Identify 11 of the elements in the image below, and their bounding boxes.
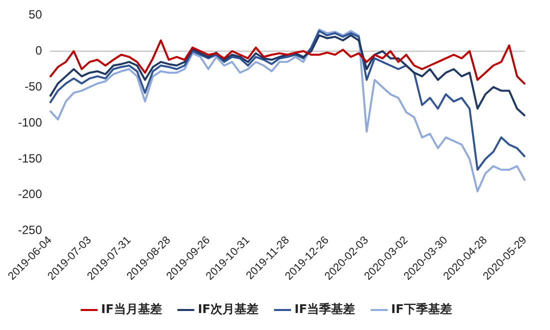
y-tick-label: 50 [28,8,42,22]
legend-label: IF当季基差 [294,302,356,316]
y-tick-label: -250 [18,223,42,238]
y-tick-label: -200 [18,187,42,202]
y-tick-label: -100 [18,115,42,130]
y-tick-label: 0 [35,43,42,58]
legend-label: IF下季基差 [391,302,452,316]
legend-label: IF当月基差 [101,302,162,316]
y-tick-label: -150 [18,151,42,166]
y-tick-label: -50 [24,79,42,94]
legend-label: IF次月基差 [198,302,259,316]
